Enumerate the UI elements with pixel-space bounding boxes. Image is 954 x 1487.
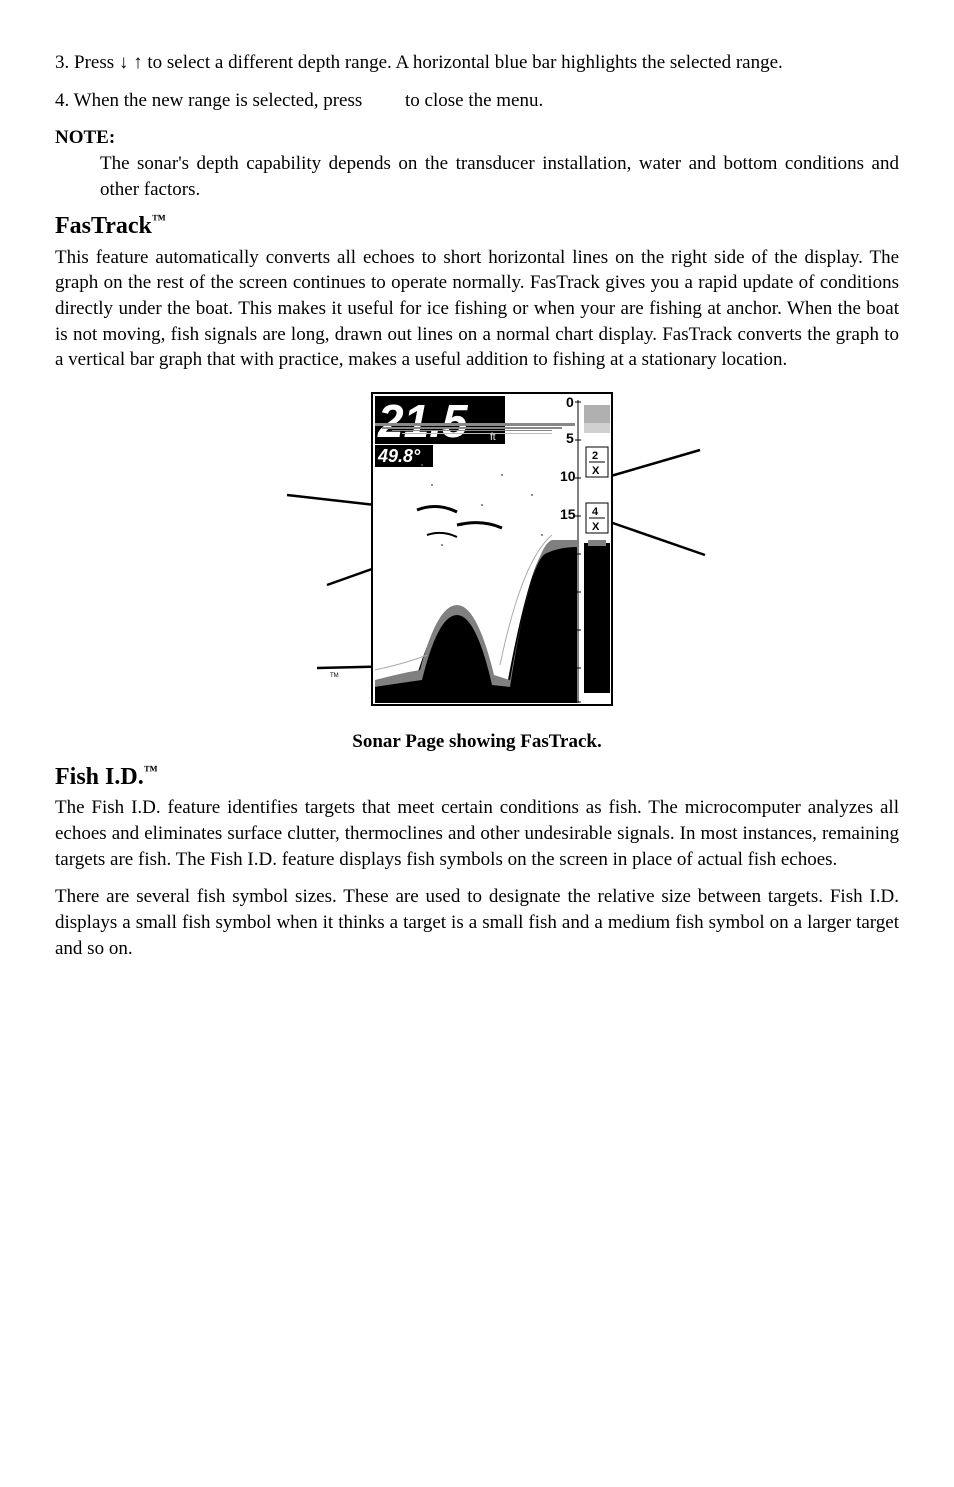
tick-10: 10 — [560, 468, 576, 484]
tm-tiny: TM — [330, 673, 339, 679]
fastrack-heading: FasTrack™ — [55, 210, 899, 242]
annot-line-bot-right — [604, 520, 705, 555]
frac2-top: 4 — [592, 506, 599, 518]
fishid-heading: Fish I.D.™ — [55, 761, 899, 793]
fishid-p1: The Fish I.D. feature identifies targets… — [55, 795, 899, 872]
figure-caption: Sonar Page showing FasTrack. — [55, 729, 899, 755]
sonar-figure: 21.5 ft 49.8° 0 5 10 15 20 25 30 35 40 — [232, 385, 722, 720]
frac1-bot: X — [592, 465, 600, 477]
step-4: 4. When the new range is selected, press… — [55, 88, 899, 114]
note-heading: NOTE: — [55, 125, 899, 151]
step-4-a: 4. When the new range is selected, press — [55, 90, 362, 111]
frac2-bot: X — [592, 521, 600, 533]
step-3: 3. Press ↓ ↑ to select a different depth… — [55, 50, 899, 76]
fastrack-heading-text: FasTrack — [55, 213, 152, 239]
frac1-top: 2 — [592, 450, 598, 462]
note-body: The sonar's depth capability depends on … — [100, 151, 899, 202]
tick-5: 5 — [566, 430, 574, 446]
step-4-b: to close the menu. — [405, 90, 543, 111]
sonar-screen: 21.5 ft 49.8° 0 5 10 15 20 25 30 35 40 — [330, 393, 612, 705]
fishid-p2: There are several fish symbol sizes. The… — [55, 884, 899, 961]
fastrack-column: 2 X 4 X — [584, 396, 610, 703]
fishid-heading-text: Fish I.D. — [55, 764, 144, 790]
sonar-svg: 21.5 ft 49.8° 0 5 10 15 20 25 30 35 40 — [232, 385, 722, 720]
figure-container: 21.5 ft 49.8° 0 5 10 15 20 25 30 35 40 — [55, 385, 899, 755]
tm-symbol-2: ™ — [144, 764, 158, 779]
tick-0: 0 — [566, 394, 574, 410]
fastrack-body: This feature automatically converts all … — [55, 245, 899, 373]
depth-value: 21.5 — [377, 395, 469, 447]
tick-15: 15 — [560, 506, 576, 522]
temp-value: 49.8° — [377, 446, 421, 466]
tm-symbol: ™ — [152, 213, 166, 228]
